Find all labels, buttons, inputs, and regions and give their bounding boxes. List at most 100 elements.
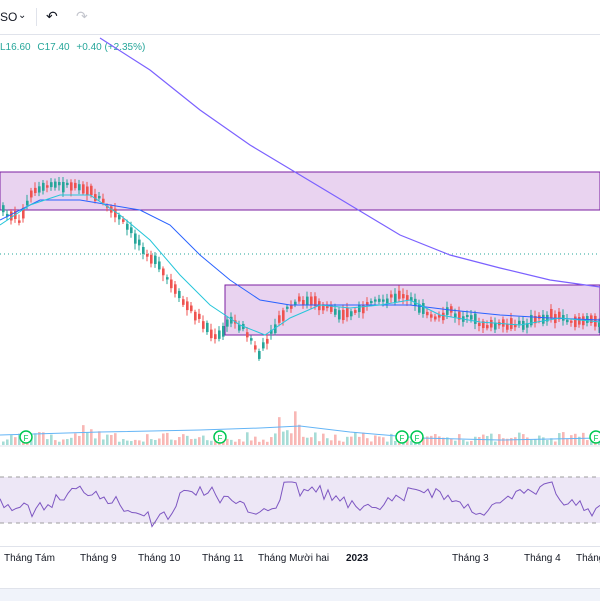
candle-body xyxy=(350,311,353,317)
candle-body xyxy=(550,308,553,319)
volume-bar xyxy=(286,430,289,445)
time-label: Tháng 9 xyxy=(80,553,117,564)
candle-body xyxy=(442,312,445,321)
candle-body xyxy=(46,185,49,188)
chevron-down-icon[interactable]: ⌄ xyxy=(18,10,27,21)
volume-bar xyxy=(474,436,477,445)
candle-body xyxy=(82,184,85,194)
time-label: Tháng Mười hai xyxy=(258,553,330,564)
candle-body xyxy=(130,227,133,234)
candle-body xyxy=(146,253,149,257)
volume-bar xyxy=(166,432,169,445)
candle-body xyxy=(326,306,329,309)
candle-body xyxy=(74,182,77,189)
volume-bar xyxy=(206,440,209,445)
volume-bar xyxy=(546,439,549,445)
candle-body xyxy=(58,182,61,186)
time-label: Tháng 10 xyxy=(138,553,181,564)
volume-bar xyxy=(242,441,245,445)
volume-bar xyxy=(270,437,273,445)
candle-body xyxy=(134,233,137,244)
candle-body xyxy=(126,223,129,230)
candle-body xyxy=(574,316,577,328)
volume-bar xyxy=(190,439,193,445)
volume-bar xyxy=(130,441,133,445)
redo-icon[interactable]: ↷ xyxy=(76,8,88,24)
time-label: 2023 xyxy=(346,553,369,564)
candle-body xyxy=(18,220,21,223)
volume-bar xyxy=(30,439,33,445)
volume-bar xyxy=(90,429,93,445)
volume-bar xyxy=(590,441,593,445)
volume-bar xyxy=(118,441,121,445)
volume-bar xyxy=(366,438,369,445)
candle-body xyxy=(282,310,285,321)
ohlc-legend: L16.60 C17.40 +0.40 (+2.35%) xyxy=(0,42,149,53)
volume-bar xyxy=(86,432,89,445)
time-label: Tháng 4 xyxy=(524,553,561,564)
candle-body xyxy=(526,323,529,328)
volume-bar xyxy=(150,439,153,445)
volume-bar xyxy=(78,435,81,445)
candle-body xyxy=(254,345,257,350)
candle-body xyxy=(70,182,73,191)
candle-body xyxy=(262,342,265,349)
volume-bar xyxy=(322,433,325,445)
volume-bar xyxy=(6,439,9,445)
volume-bar xyxy=(146,434,149,445)
volume-bar xyxy=(134,439,137,445)
candle-body xyxy=(90,185,93,196)
volume-bar xyxy=(466,441,469,445)
ma-mid-line xyxy=(0,199,600,321)
volume-bar xyxy=(122,439,125,445)
volume-bar xyxy=(102,439,105,445)
candle-body xyxy=(338,310,341,320)
volume-bar xyxy=(66,439,69,445)
earnings-icon xyxy=(410,430,424,444)
candle-body xyxy=(446,307,449,315)
support-zone xyxy=(224,284,600,336)
candle-body xyxy=(390,294,393,298)
rsi-line xyxy=(0,481,600,528)
volume-bar xyxy=(46,439,49,445)
candle-body xyxy=(486,325,489,329)
candle-body xyxy=(306,296,309,305)
candle-body xyxy=(490,319,493,328)
volume-bar xyxy=(238,439,241,445)
volume-bar xyxy=(358,436,361,445)
undo-icon[interactable]: ↶ xyxy=(46,8,58,24)
volume-bar xyxy=(574,433,577,445)
volume-bar xyxy=(350,436,353,445)
candle-body xyxy=(470,315,473,320)
symbol-text[interactable]: SO xyxy=(0,10,18,24)
candle-body xyxy=(370,301,373,304)
volume-bar xyxy=(534,439,537,445)
volume-bar xyxy=(370,441,373,445)
volume-bar xyxy=(342,441,345,445)
candle-body xyxy=(298,296,301,302)
candle-body xyxy=(270,330,273,334)
volume-bar xyxy=(114,433,117,445)
candle-body xyxy=(534,316,537,324)
candle-body xyxy=(562,314,565,321)
candle-body xyxy=(174,284,177,294)
earnings-icon xyxy=(19,430,33,444)
volume-bar xyxy=(250,440,253,445)
candle-body xyxy=(54,181,57,188)
volume-bar xyxy=(502,438,505,445)
time-label: Tháng 3 xyxy=(452,553,489,564)
volume-bar xyxy=(426,436,429,445)
candle-body xyxy=(314,296,317,307)
volume-bar xyxy=(362,432,365,445)
candle-body xyxy=(42,182,45,191)
volume-bar xyxy=(58,441,61,445)
candle-body xyxy=(6,213,9,217)
candle-body xyxy=(450,306,453,313)
volume-bar xyxy=(34,433,37,445)
volume-bar xyxy=(162,433,165,445)
candle-body xyxy=(250,338,253,341)
volume-bar xyxy=(318,441,321,445)
volume-bar xyxy=(182,434,185,445)
volume-bar xyxy=(454,440,457,445)
